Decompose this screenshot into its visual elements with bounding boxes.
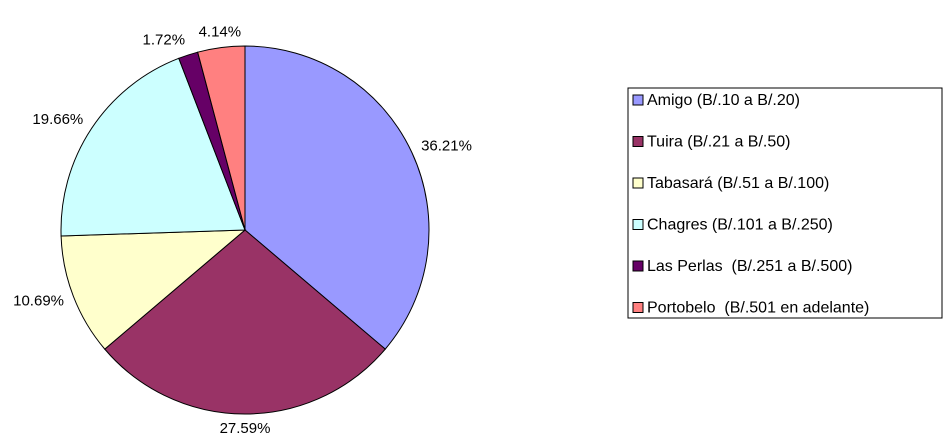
legend-box [627, 87, 943, 319]
legend-swatch [632, 136, 644, 147]
pie-slice [60, 229, 247, 350]
data-label: 27.59% [220, 420, 271, 434]
legend-swatch [632, 302, 644, 313]
legend-label: Amigo (B/.10 a B/.20) [647, 92, 800, 109]
pie-slice [104, 229, 386, 415]
pie-slice [197, 45, 246, 231]
legend-swatch [632, 219, 644, 230]
legend-label: Tuira (B/.21 a B/.50) [647, 134, 790, 151]
legend-label: Tabasará (B/.51 a B/.100) [647, 175, 829, 192]
data-label: 36.21% [421, 137, 472, 154]
legend-label: Portobelo (B/.501 en adelante) [647, 300, 869, 317]
legend-swatch [632, 94, 644, 106]
data-label: 19.66% [32, 111, 83, 128]
pie-slice [60, 57, 246, 237]
legend-label: Las Perlas (B/.251 a B/.500) [647, 258, 852, 275]
data-label: 1.72% [143, 32, 186, 49]
data-label: 4.14% [199, 24, 242, 41]
data-label: 10.69% [13, 293, 64, 310]
legend-swatch [632, 177, 644, 189]
legend-swatch [632, 260, 644, 272]
pie-slice [244, 45, 430, 350]
legend-label: Chagres (B/.101 a B/.250) [647, 217, 833, 234]
